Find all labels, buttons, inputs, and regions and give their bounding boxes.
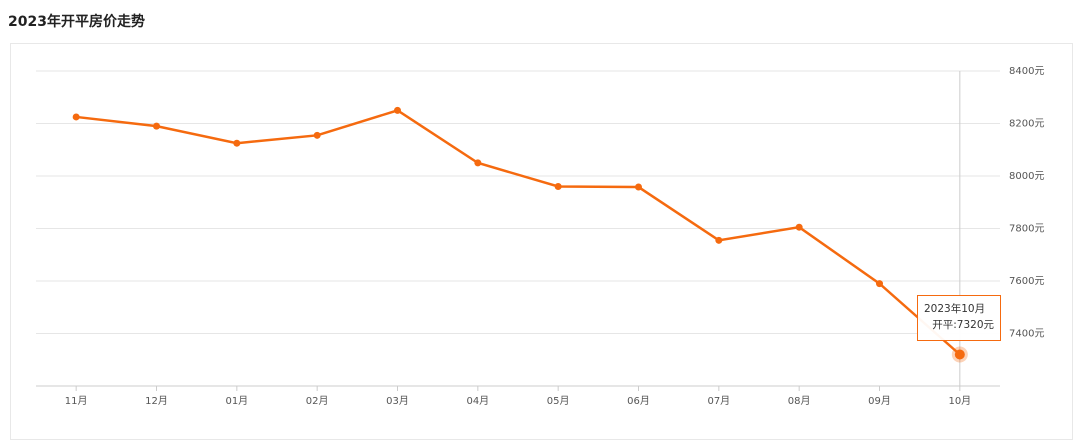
y-tick-label: 7800元 — [1009, 224, 1044, 235]
y-tick-label: 7600元 — [1009, 276, 1044, 287]
line — [76, 109, 961, 356]
x-tick-label: 12月 — [145, 395, 168, 407]
x-tick-label: 07月 — [707, 395, 730, 407]
point — [715, 236, 723, 244]
point — [313, 131, 321, 139]
point — [876, 280, 883, 288]
point — [233, 139, 241, 147]
x-tick-label: 10月 — [948, 395, 971, 407]
y-tick-label: 7400元 — [1009, 329, 1044, 340]
point — [554, 183, 562, 190]
point — [795, 223, 803, 231]
tooltip-title: 2023年10月 — [924, 303, 986, 315]
tooltip: 2023年10月 开平:7320元 — [917, 295, 1001, 341]
x-tick-label: 02月 — [306, 395, 329, 407]
y-tick-label: 8000元 — [1009, 171, 1044, 182]
x-tick-label: 01月 — [225, 395, 248, 407]
point — [635, 183, 642, 191]
x-tick-label: 06月 — [627, 395, 650, 407]
x-tick-label: 11月 — [65, 395, 88, 407]
x-tick-label: 05月 — [547, 395, 570, 407]
x-tick-label: 03月 — [386, 395, 409, 407]
point — [474, 159, 482, 167]
x-tick-label: 04月 — [466, 395, 489, 407]
point — [394, 106, 401, 114]
x-tick-label: 09月 — [868, 395, 891, 407]
chart-title: 2023年开平房价走势 — [8, 13, 145, 30]
point — [72, 113, 80, 121]
chart-frame — [10, 43, 1073, 440]
point — [153, 122, 160, 130]
y-tick-label: 8200元 — [1009, 119, 1044, 130]
y-tick-label: 8400元 — [1009, 66, 1044, 77]
point — [954, 349, 965, 360]
x-tick-label: 08月 — [788, 395, 811, 407]
tooltip-label: 开平:7320元 — [932, 319, 994, 331]
